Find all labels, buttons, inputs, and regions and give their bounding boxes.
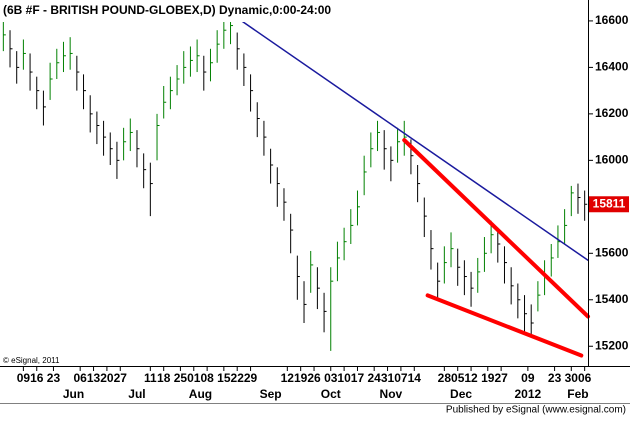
x-tick-label: 23 xyxy=(548,371,562,385)
y-tick-label: 15400 xyxy=(595,292,629,306)
x-tick-label: 06 xyxy=(74,371,88,385)
x-tick-label: 29 xyxy=(244,371,258,385)
last-price-label: 15811 xyxy=(593,196,626,210)
x-tick-label: 26 xyxy=(307,371,321,385)
footer: Published by eSignal (www.esignal.com) xyxy=(446,405,626,416)
y-tick-label: 15200 xyxy=(595,338,629,352)
x-tick-label: 30 xyxy=(565,371,579,385)
x-tick-label: 13 xyxy=(87,371,101,385)
x-tick-label: 23 xyxy=(47,371,61,385)
x-tick-label: 27 xyxy=(494,371,508,385)
chart-title: (6B #F - BRITISH POUND-GLOBEX,D) Dynamic… xyxy=(3,3,331,17)
trend-line xyxy=(236,17,589,262)
x-tick-label: 20 xyxy=(100,371,114,385)
month-label: Oct xyxy=(321,387,341,401)
copyright: © eSignal, 2011 xyxy=(3,356,60,365)
x-tick-label: 05 xyxy=(451,371,465,385)
x-tick-label: 14 xyxy=(408,371,422,385)
x-tick-label: 15 xyxy=(217,371,231,385)
x-tick-label: 16 xyxy=(30,371,44,385)
trend-line xyxy=(402,138,590,319)
month-label: Jun xyxy=(63,387,84,401)
y-tick-label: 16000 xyxy=(595,153,629,167)
month-label: Feb xyxy=(567,387,588,401)
y-tick-label: 16200 xyxy=(595,106,629,120)
month-label: Dec xyxy=(450,387,472,401)
x-tick-label: 24 xyxy=(368,371,382,385)
x-tick-label: 18 xyxy=(157,371,171,385)
month-label: Aug xyxy=(189,387,212,401)
month-label: 2012 xyxy=(515,387,542,401)
last-price-box xyxy=(589,196,629,213)
x-tick-label: 19 xyxy=(294,371,308,385)
x-tick-label: 08 xyxy=(200,371,214,385)
x-tick-label: 09 xyxy=(521,371,535,385)
y-tick-label: 16600 xyxy=(595,13,629,27)
x-tick-label: 11 xyxy=(144,371,157,385)
title-box xyxy=(0,0,363,22)
x-tick-label: 25 xyxy=(174,371,188,385)
x-tick-label: 17 xyxy=(351,371,365,385)
x-tick-label: 27 xyxy=(114,371,128,385)
month-label: Nov xyxy=(380,387,403,401)
x-tick-label: 03 xyxy=(324,371,338,385)
x-tick-label: 01 xyxy=(187,371,201,385)
x-tick-label: 07 xyxy=(394,371,408,385)
x-tick-label: 12 xyxy=(464,371,478,385)
x-tick-label: 09 xyxy=(17,371,31,385)
y-tick-label: 15600 xyxy=(595,245,629,259)
x-tick-label: 12 xyxy=(281,371,295,385)
plot-area xyxy=(2,11,590,358)
x-tick-label: 10 xyxy=(337,371,351,385)
month-label: Jul xyxy=(128,387,145,401)
x-tick-label: 28 xyxy=(438,371,452,385)
y-tick-label: 16400 xyxy=(595,60,629,74)
x-tick-label: 06 xyxy=(578,371,592,385)
x-tick-label: 19 xyxy=(481,371,495,385)
trend-line xyxy=(425,293,584,358)
month-label: Sep xyxy=(260,387,282,401)
x-tick-label: 31 xyxy=(381,371,395,385)
x-tick-label: 22 xyxy=(231,371,245,385)
